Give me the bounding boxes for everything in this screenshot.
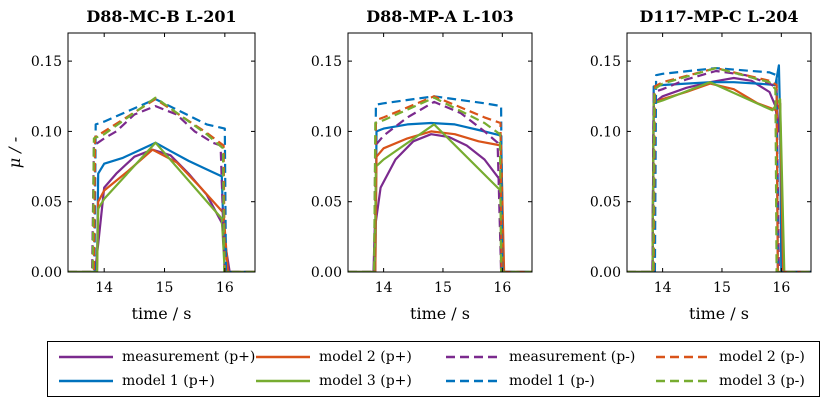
y-tick-label: 0.10 [311, 124, 342, 140]
y-tick-label: 0.15 [590, 54, 621, 70]
legend-label: model 1 (p+) [122, 373, 215, 389]
chart-panel-2: D88-MP-A L-103 14 15 16 0.00 0.05 0.10 0.15 time… [311, 7, 533, 323]
legend: measurement (p+) model 2 (p+) measuremen… [47, 341, 820, 397]
y-tick-label: 0.15 [311, 54, 342, 70]
series-line-model-3-p- [348, 96, 532, 272]
x-tick-label: 14 [95, 280, 113, 296]
chart-title: D88-MC-B L-201 [86, 7, 236, 26]
series-line-measurement-p- [348, 100, 532, 272]
legend-label: measurement (p-) [509, 349, 636, 365]
series-group [627, 64, 811, 272]
x-tick-label: 14 [654, 280, 672, 296]
legend-item-measurement-p-minus: measurement (p-) [443, 347, 635, 367]
chart-title: D88-MP-A L-103 [366, 7, 514, 26]
axes-frame [347, 32, 533, 273]
legend-item-model-2-p-plus: model 2 (p+) [253, 347, 412, 367]
series-line-model-3-p- [68, 96, 255, 272]
y-tick-label: 0.00 [31, 265, 62, 281]
x-tick-label: 15 [434, 280, 452, 296]
legend-item-model-1-p-plus: model 1 (p+) [56, 371, 215, 391]
y-tick-label: 0.05 [31, 195, 62, 211]
legend-item-model-2-p-minus: model 2 (p-) [653, 347, 805, 367]
legend-label: model 2 (p+) [319, 349, 412, 365]
y-tick-label: 0.10 [590, 124, 621, 140]
x-axis-label: time / s [132, 304, 192, 323]
legend-label: model 3 (p-) [719, 373, 805, 389]
series-group [68, 96, 255, 272]
legend-swatch [256, 355, 310, 359]
x-tick-label: 16 [493, 280, 511, 296]
x-axis-label: time / s [410, 304, 470, 323]
legend-item-model-1-p-minus: model 1 (p-) [443, 371, 595, 391]
legend-swatch [59, 355, 113, 359]
series-line-model-3-p- [627, 66, 811, 272]
y-tick-label: 0.15 [31, 54, 62, 70]
y-tick-label: 0.05 [311, 195, 342, 211]
series-line-model-3-p- [627, 81, 811, 272]
legend-swatch [256, 379, 310, 383]
legend-item-measurement-p-plus: measurement (p+) [56, 347, 255, 367]
figure: D88-MC-B L-201 14 15 16 0.00 0.05 0.10 0.15 time… [5, 7, 812, 323]
y-tick-label: 0.10 [31, 124, 62, 140]
x-tick-label: 15 [713, 280, 731, 296]
x-axis-label: time / s [689, 304, 749, 323]
chart-panel-3: D117-MP-C L-204 14 15 16 0.00 0.05 0.10 0.15 tim… [590, 7, 812, 323]
y-tick-label: 0.00 [590, 265, 621, 281]
x-tick-label: 15 [156, 280, 174, 296]
y-axis-label: μ / - [5, 137, 24, 168]
y-tick-label: 0.00 [311, 265, 342, 281]
legend-swatch [656, 355, 710, 359]
chart-title: D117-MP-C L-204 [639, 7, 798, 26]
legend-swatch [59, 379, 113, 383]
axes-frame [67, 32, 256, 273]
legend-label: measurement (p+) [122, 349, 256, 365]
legend-item-model-3-p-plus: model 3 (p+) [253, 371, 412, 391]
x-tick-label: 16 [772, 280, 790, 296]
legend-label: model 3 (p+) [319, 373, 412, 389]
y-tick-label: 0.05 [590, 195, 621, 211]
legend-swatch [446, 355, 500, 359]
x-tick-label: 16 [216, 280, 234, 296]
legend-label: model 2 (p-) [719, 349, 805, 365]
legend-swatch [656, 379, 710, 383]
legend-swatch [446, 379, 500, 383]
legend-label: model 1 (p-) [509, 373, 595, 389]
chart-panel-1: D88-MC-B L-201 14 15 16 0.00 0.05 0.10 0.15 time… [5, 7, 256, 323]
axes-frame [626, 32, 812, 273]
legend-item-model-3-p-minus: model 3 (p-) [653, 371, 805, 391]
x-tick-label: 14 [375, 280, 393, 296]
series-group [348, 95, 532, 272]
series-line-model-3-p- [68, 141, 255, 272]
